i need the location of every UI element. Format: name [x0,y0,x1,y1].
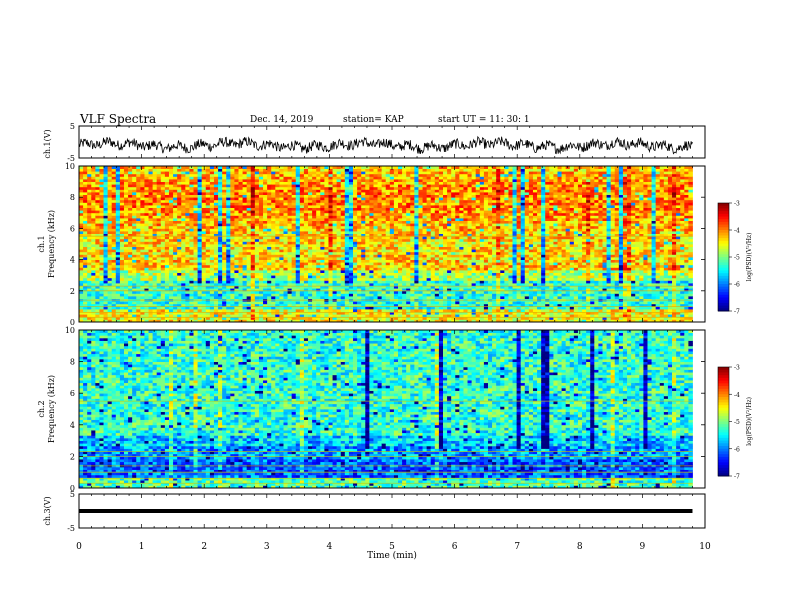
x-tick-label: 6 [452,542,458,552]
x-axis-label: Time (min) [367,550,417,561]
colorbar-label: log(PSD)(V²/Hz) [746,397,753,446]
x-tick-label: 0 [76,542,82,552]
colorbars: -3 -4 -5 -6 -7 log(PSD)(V²/Hz) -3 -4 -5 -6 -7 log(P… [717,201,753,481]
spectrogram-y-tick-label: 6 [70,389,75,398]
x-tick-label: 3 [264,542,270,552]
colorbar-tick-label: -3 [734,201,740,208]
x-tick-label: 9 [640,542,646,552]
spectrogram-y-tick-label: 4 [70,421,75,430]
ch3-y-tick-label: 5 [70,490,75,499]
colorbar-tick-label: -4 [734,392,740,399]
spectrogram-y-tick-label: 8 [70,358,75,367]
x-tick-label: 7 [514,542,520,552]
ch1-spectrogram-panel: 0 2 4 6 8 10 ch.1Frequency (kHz) [37,162,706,327]
x-tick-label: 2 [201,542,207,552]
spectrogram-y-tick-label: 8 [70,193,75,202]
colorbar-tick-label: -5 [734,255,740,262]
spectrogram-y-tick-label: 0 [70,318,75,327]
colorbar-tick-label: -5 [734,419,740,426]
colorbar-tick-label: -3 [734,365,740,372]
time-axis: 0 1 2 3 4 5 6 7 8 9 10 Time (min) [76,542,711,561]
x-tick-label: 4 [327,542,333,552]
start-time-label: start UT = 11: 30: 1 [438,115,530,125]
ch2-spectrogram-panel: 0 2 4 6 8 10 ch.2Frequency (kHz) [37,326,706,493]
ch1-waveform-line [78,135,693,155]
date-label: Dec. 14, 2019 [250,115,314,125]
x-tick-label: 5 [389,542,395,552]
colorbar-label: log(PSD)(V²/Hz) [746,233,753,282]
ch1-ylabel: ch.1(V) [43,129,52,158]
spectrogram-cells [79,166,693,323]
spectrogram-ylabel: ch.2Frequency (kHz) [37,375,56,443]
ch3-y-tick-label: -5 [67,524,75,533]
spectrogram-y-tick-label: 10 [65,162,75,171]
spectrogram-cells [79,330,693,489]
spectrogram-y-tick-label: 6 [70,224,75,233]
spectrogram-y-tick-label: 10 [65,326,75,335]
x-tick-label: 1 [139,542,145,552]
ch1-frame [78,125,706,159]
station-label: station= KAP [343,115,404,125]
colorbar-tick-label: -7 [734,309,740,316]
colorbar-tick-label: -6 [734,446,740,453]
ch1-y-tick-label: 5 [70,122,75,131]
spectrogram-y-tick-label: 2 [70,452,75,461]
colorbar-tick-label: -7 [734,474,740,481]
chart-title: VLF Spectra [80,112,157,126]
spectrogram-y-tick-label: 4 [70,256,75,265]
ch1-y-tick-label: -5 [67,154,75,163]
ch3-ylabel: ch.3(V) [43,496,52,525]
colorbar-tick-label: -6 [734,282,740,289]
ch1-waveform-panel: -5 5 ch.1(V) [43,122,706,163]
ch3-waveform-panel: -5 5 ch.3(V) [43,490,706,533]
x-tick-label: 10 [699,542,711,552]
colorbar-tick-label: -4 [734,228,740,235]
x-tick-label: 8 [577,542,583,552]
spectrogram-y-tick-label: 2 [70,287,75,296]
spectrogram-y-tick-label: 0 [70,484,75,493]
spectrogram-ylabel: ch.1Frequency (kHz) [37,210,56,278]
